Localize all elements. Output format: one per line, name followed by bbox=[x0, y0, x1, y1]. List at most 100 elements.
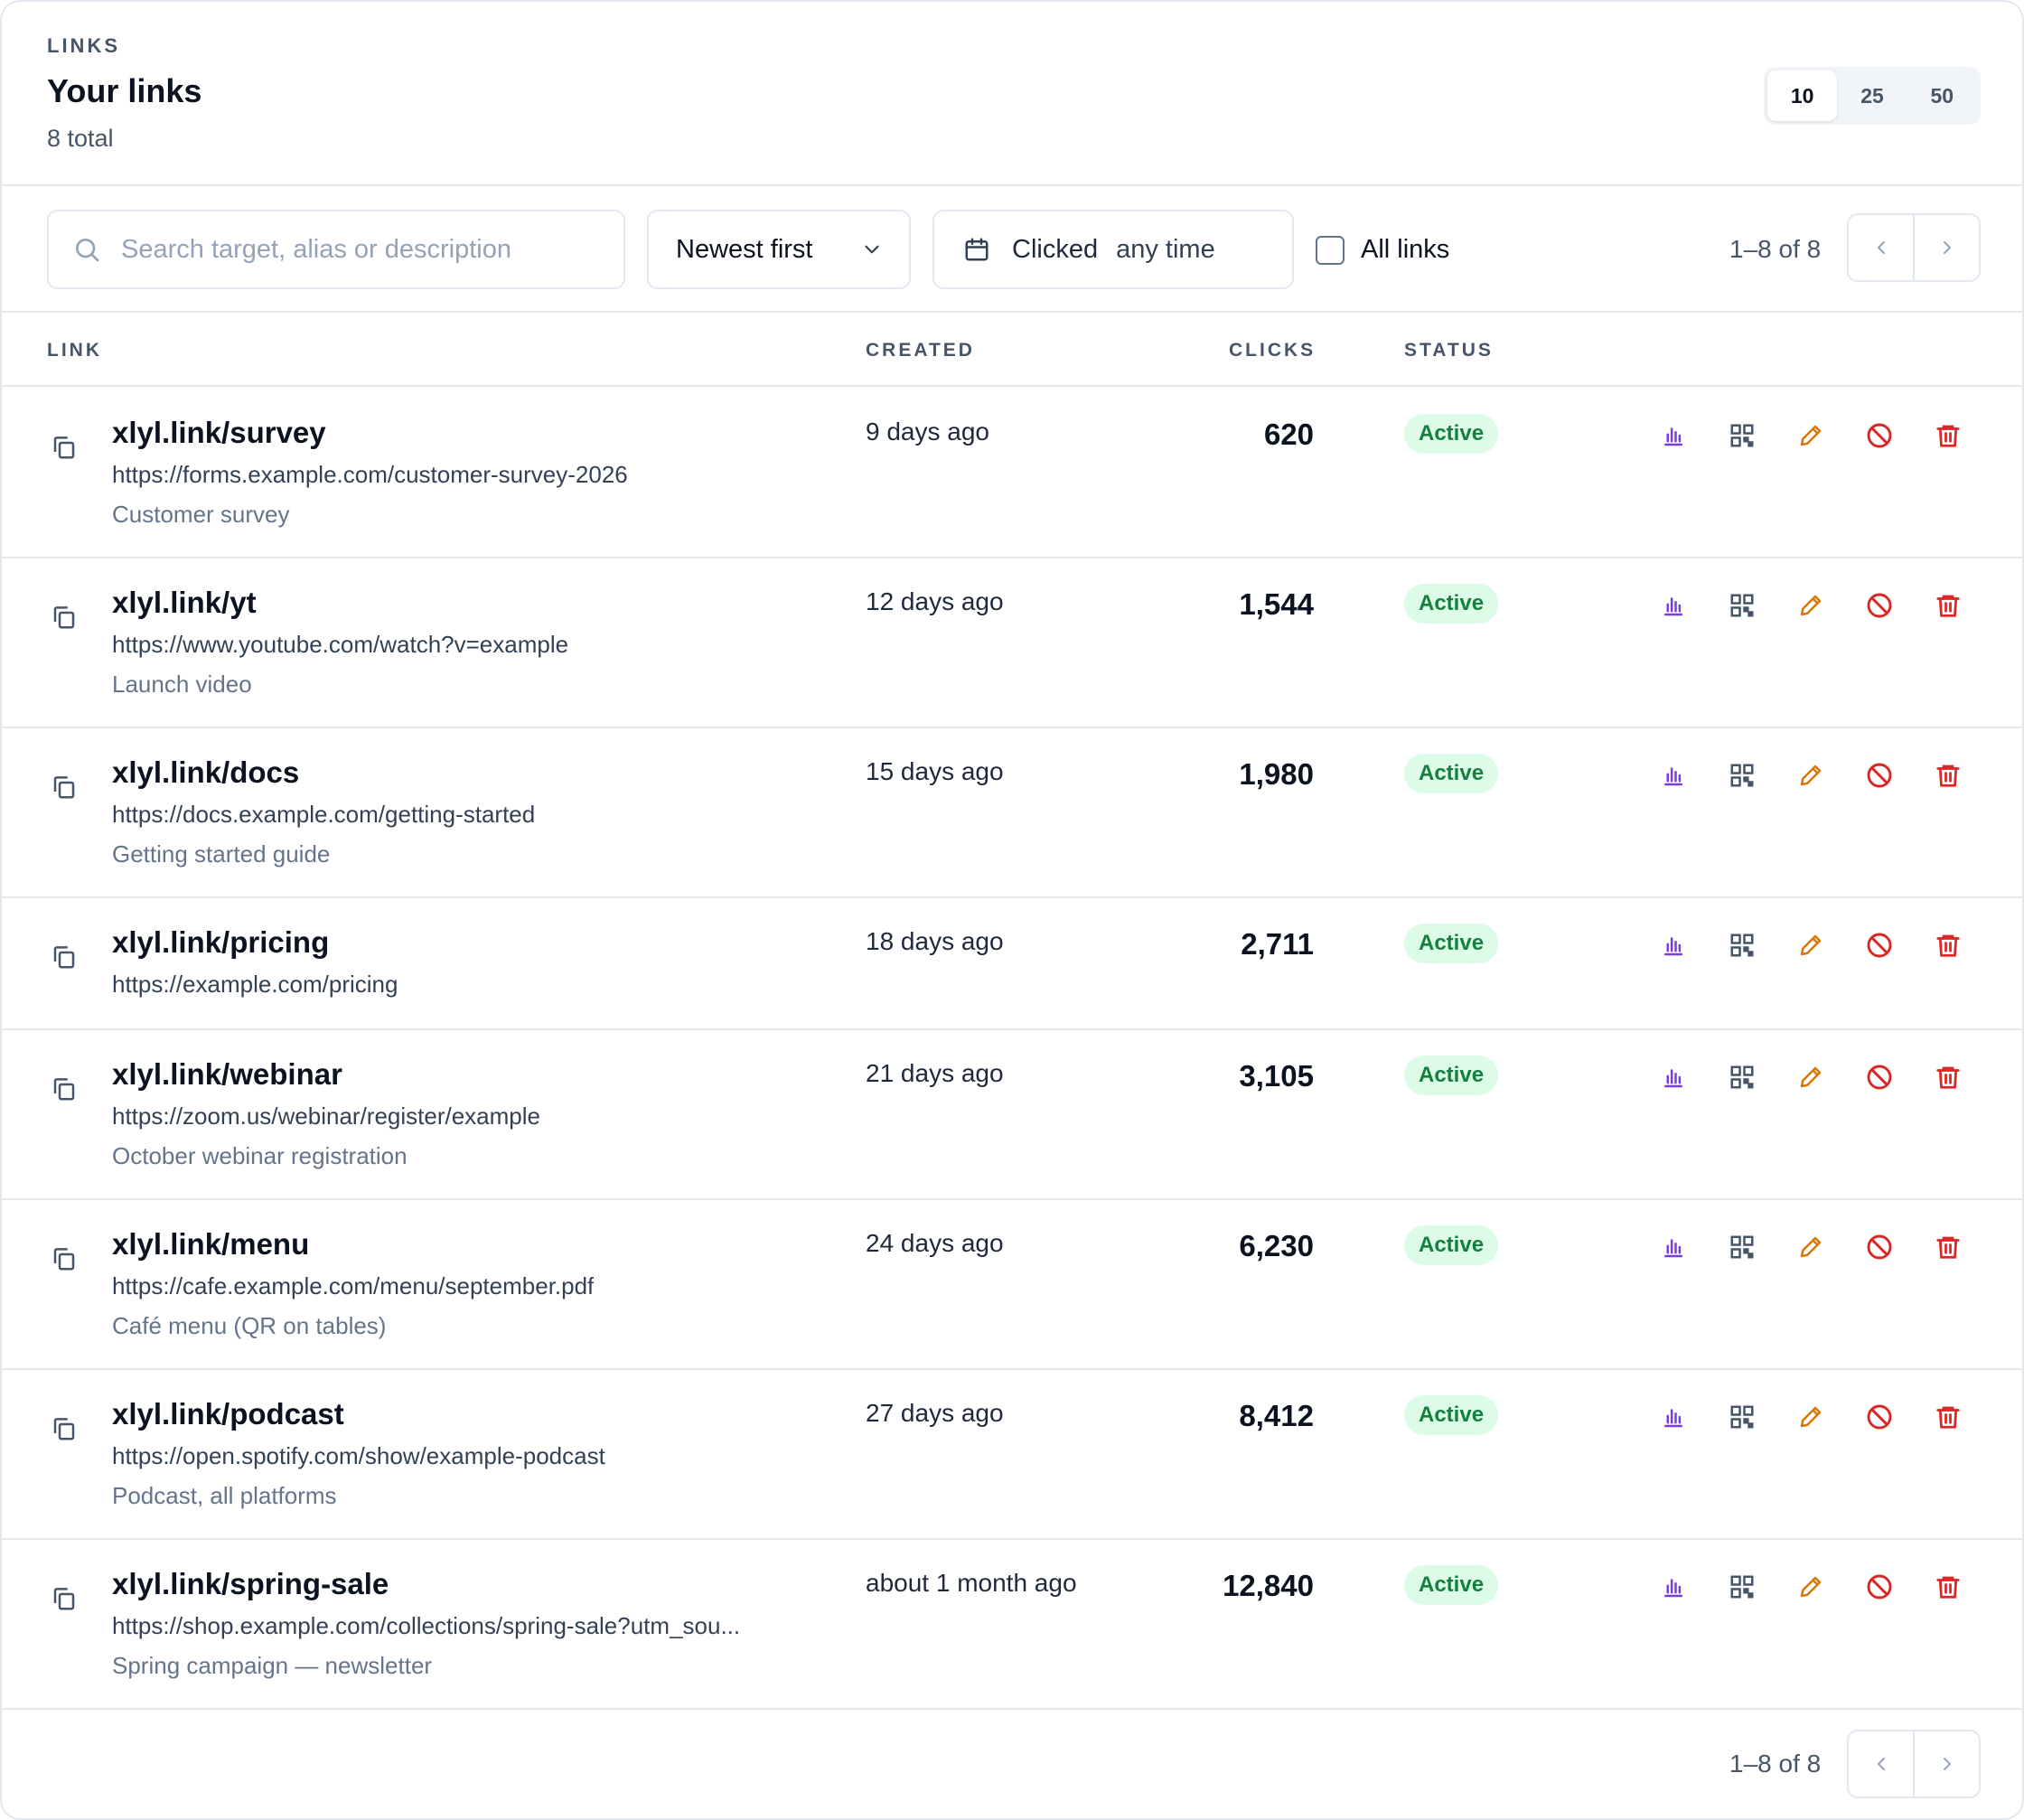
copy-icon bbox=[53, 946, 75, 969]
copy-link-button[interactable] bbox=[51, 943, 78, 975]
pagination-top bbox=[1847, 213, 1981, 282]
copy-icon bbox=[53, 1588, 75, 1610]
table-row: xlyl.link/docs https://docs.example.com/g… bbox=[2, 728, 2022, 898]
qr-code-button[interactable] bbox=[1722, 1227, 1762, 1267]
copy-link-button[interactable] bbox=[51, 1245, 78, 1277]
link-alias[interactable]: xlyl.link/survey bbox=[112, 416, 326, 449]
search-input[interactable] bbox=[121, 234, 591, 265]
prev-page-button-bottom[interactable] bbox=[1849, 1731, 1913, 1797]
edit-button[interactable] bbox=[1791, 755, 1831, 795]
qr-code-button[interactable] bbox=[1722, 1567, 1762, 1607]
link-alias[interactable]: xlyl.link/spring-sale bbox=[112, 1567, 389, 1600]
link-description: Podcast, all platforms bbox=[112, 1482, 337, 1509]
chevron-down-icon bbox=[865, 245, 879, 254]
next-page-button-bottom[interactable] bbox=[1913, 1731, 1979, 1797]
sort-select[interactable]: Newest first bbox=[647, 210, 911, 289]
trash-icon bbox=[1935, 1403, 1962, 1431]
link-alias[interactable]: xlyl.link/podcast bbox=[112, 1397, 344, 1431]
stats-button[interactable] bbox=[1654, 1567, 1693, 1607]
delete-button[interactable] bbox=[1928, 925, 1968, 965]
edit-button[interactable] bbox=[1791, 416, 1831, 455]
edit-button[interactable] bbox=[1791, 925, 1831, 965]
status-badge: Active bbox=[1404, 584, 1499, 624]
link-alias[interactable]: xlyl.link/docs bbox=[112, 755, 300, 789]
click-count: 1,980 bbox=[1239, 757, 1314, 791]
copy-link-button[interactable] bbox=[51, 1075, 78, 1107]
page-title: Your links bbox=[47, 72, 202, 109]
stats-button[interactable] bbox=[1654, 755, 1693, 795]
stats-button[interactable] bbox=[1654, 1057, 1693, 1097]
qr-code-button[interactable] bbox=[1722, 586, 1762, 625]
qr-code-button[interactable] bbox=[1722, 925, 1762, 965]
all-links-checkbox[interactable] bbox=[1316, 235, 1345, 265]
edit-button[interactable] bbox=[1791, 1227, 1831, 1267]
link-target[interactable]: https://example.com/pricing bbox=[112, 971, 398, 998]
all-links-toggle[interactable]: All links bbox=[1316, 235, 1449, 265]
pencil-icon bbox=[1797, 1403, 1824, 1431]
disable-button[interactable] bbox=[1860, 925, 1899, 965]
pagination-bottom bbox=[1847, 1730, 1981, 1798]
status-badge: Active bbox=[1404, 754, 1499, 793]
link-target[interactable]: https://zoom.us/webinar/register/example bbox=[112, 1102, 540, 1130]
qr-code-button[interactable] bbox=[1722, 755, 1762, 795]
link-alias[interactable]: xlyl.link/webinar bbox=[112, 1057, 342, 1091]
copy-link-button[interactable] bbox=[51, 1415, 78, 1447]
link-target[interactable]: https://cafe.example.com/menu/september.… bbox=[112, 1272, 595, 1299]
status-badge: Active bbox=[1404, 1055, 1499, 1095]
table-row: xlyl.link/menu https://cafe.example.com/m… bbox=[2, 1200, 2022, 1370]
disable-button[interactable] bbox=[1860, 416, 1899, 455]
disable-button[interactable] bbox=[1860, 1057, 1899, 1097]
link-target[interactable]: https://forms.example.com/customer-surve… bbox=[112, 461, 628, 488]
stats-button[interactable] bbox=[1654, 1397, 1693, 1437]
next-page-button[interactable] bbox=[1913, 215, 1979, 280]
link-alias[interactable]: xlyl.link/pricing bbox=[112, 925, 330, 959]
date-filter[interactable]: Clicked any time bbox=[932, 210, 1294, 289]
copy-link-button[interactable] bbox=[51, 1585, 78, 1617]
delete-button[interactable] bbox=[1928, 586, 1968, 625]
click-count: 8,412 bbox=[1239, 1399, 1314, 1432]
delete-button[interactable] bbox=[1928, 1397, 1968, 1437]
copy-icon bbox=[53, 776, 75, 799]
qr-code-button[interactable] bbox=[1722, 416, 1762, 455]
qr-code-button[interactable] bbox=[1722, 1057, 1762, 1097]
link-alias[interactable]: xlyl.link/menu bbox=[112, 1227, 310, 1261]
link-target[interactable]: https://docs.example.com/getting-started bbox=[112, 801, 536, 828]
stats-button[interactable] bbox=[1654, 416, 1693, 455]
disable-button[interactable] bbox=[1860, 1397, 1899, 1437]
created-date: 15 days ago bbox=[866, 757, 1004, 785]
copy-link-button[interactable] bbox=[51, 434, 78, 465]
page-size-50[interactable]: 50 bbox=[1930, 83, 1954, 108]
stats-button[interactable] bbox=[1654, 925, 1693, 965]
copy-link-button[interactable] bbox=[51, 604, 78, 635]
qr-code-button[interactable] bbox=[1722, 1397, 1762, 1437]
card-header: LINKS Your links 8 total 10 25 50 bbox=[2, 2, 2022, 186]
delete-button[interactable] bbox=[1928, 755, 1968, 795]
page-size-25[interactable]: 25 bbox=[1860, 83, 1884, 108]
copy-icon bbox=[53, 606, 75, 629]
delete-button[interactable] bbox=[1928, 1057, 1968, 1097]
delete-button[interactable] bbox=[1928, 1227, 1968, 1267]
disable-button[interactable] bbox=[1860, 586, 1899, 625]
disable-button[interactable] bbox=[1860, 1227, 1899, 1267]
delete-button[interactable] bbox=[1928, 1567, 1968, 1607]
stats-button[interactable] bbox=[1654, 586, 1693, 625]
edit-button[interactable] bbox=[1791, 1057, 1831, 1097]
link-target[interactable]: https://www.youtube.com/watch?v=example bbox=[112, 631, 569, 658]
trash-icon bbox=[1935, 1234, 1962, 1261]
prev-page-button[interactable] bbox=[1849, 215, 1913, 280]
link-alias[interactable]: xlyl.link/yt bbox=[112, 586, 257, 619]
edit-button[interactable] bbox=[1791, 1397, 1831, 1437]
link-description: Launch video bbox=[112, 671, 252, 698]
trash-icon bbox=[1935, 422, 1962, 449]
copy-link-button[interactable] bbox=[51, 774, 78, 805]
pencil-icon bbox=[1797, 1573, 1824, 1600]
delete-button[interactable] bbox=[1928, 416, 1968, 455]
edit-button[interactable] bbox=[1791, 586, 1831, 625]
edit-button[interactable] bbox=[1791, 1567, 1831, 1607]
link-target[interactable]: https://shop.example.com/collections/spr… bbox=[112, 1612, 741, 1639]
stats-button[interactable] bbox=[1654, 1227, 1693, 1267]
link-target[interactable]: https://open.spotify.com/show/example-po… bbox=[112, 1442, 605, 1469]
page-size-10[interactable]: 10 bbox=[1767, 70, 1838, 121]
disable-button[interactable] bbox=[1860, 755, 1899, 795]
disable-button[interactable] bbox=[1860, 1567, 1899, 1607]
